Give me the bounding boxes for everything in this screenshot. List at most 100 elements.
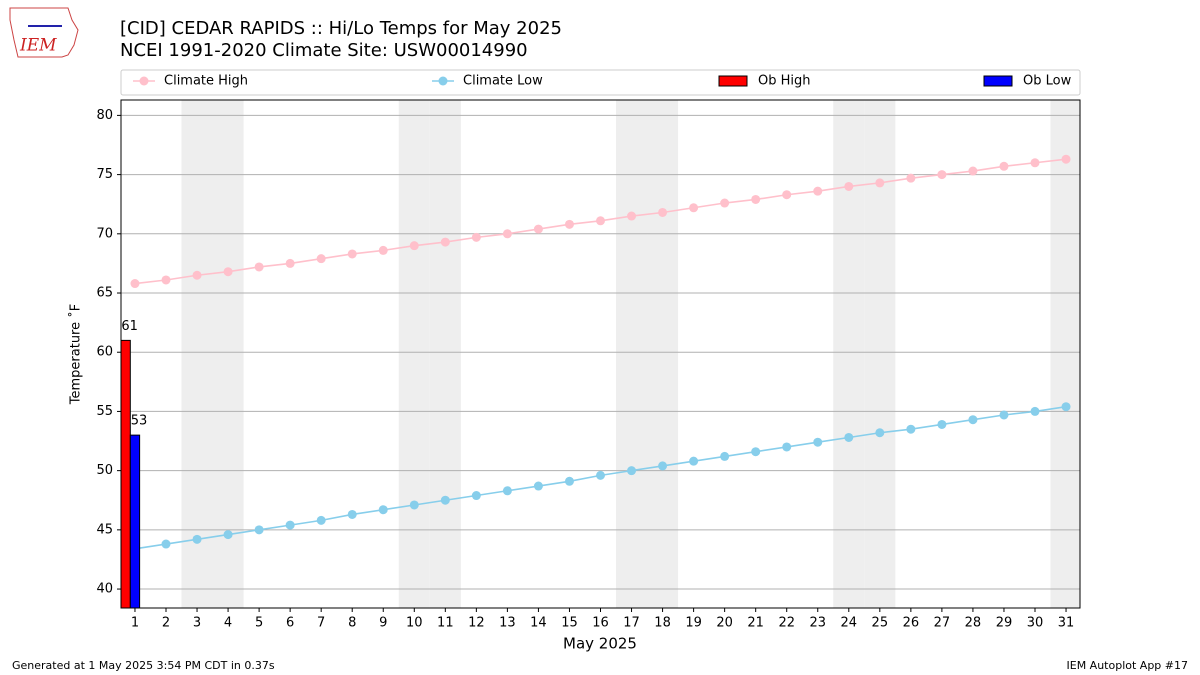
series-marker <box>1030 158 1040 168</box>
series-marker <box>782 190 792 200</box>
series-marker <box>751 194 761 204</box>
series-marker <box>968 166 978 176</box>
series-marker <box>875 428 885 438</box>
series-marker <box>471 232 481 242</box>
series-marker <box>502 486 512 496</box>
x-tick-label: 13 <box>499 616 516 631</box>
series-marker <box>1061 154 1071 164</box>
legend-label: Ob Low <box>1023 74 1072 89</box>
weekend-shade <box>1050 100 1080 608</box>
chart-title: [CID] CEDAR RAPIDS :: Hi/Lo Temps for Ma… <box>120 18 562 39</box>
series-marker <box>689 456 699 466</box>
series-marker <box>564 476 574 486</box>
series-marker <box>596 470 605 480</box>
weekend-shade <box>398 100 430 608</box>
series-marker <box>285 520 295 530</box>
series-marker <box>875 178 885 188</box>
series-marker <box>720 198 730 208</box>
x-tick-label: 21 <box>747 616 764 631</box>
y-axis-label: Temperature ˚F <box>68 304 84 405</box>
weekend-shade <box>429 100 461 608</box>
x-tick-label: 9 <box>379 616 387 631</box>
x-tick-label: 26 <box>903 616 920 631</box>
series-marker <box>192 270 202 280</box>
series-marker <box>254 262 264 272</box>
legend-marker <box>139 76 149 86</box>
x-tick-label: 31 <box>1058 616 1075 631</box>
y-tick-label: 60 <box>96 345 113 360</box>
series-marker <box>502 229 512 239</box>
y-tick-label: 40 <box>96 582 113 597</box>
series-marker <box>627 211 637 221</box>
series-marker <box>751 447 761 457</box>
series-marker <box>440 495 450 505</box>
series-marker <box>720 451 730 461</box>
y-tick-label: 45 <box>96 522 113 537</box>
series-marker <box>409 500 419 510</box>
y-tick-label: 65 <box>96 286 113 301</box>
series-marker <box>937 170 947 180</box>
x-tick-label: 18 <box>654 616 671 631</box>
series-marker <box>378 505 388 515</box>
x-tick-label: 14 <box>530 616 547 631</box>
series-marker <box>316 515 326 525</box>
logo: IEM <box>9 7 79 58</box>
series-marker <box>223 267 233 277</box>
legend-label: Climate Low <box>463 74 543 89</box>
x-tick-label: 4 <box>224 616 232 631</box>
legend-box <box>120 69 1081 96</box>
x-tick-label: 3 <box>193 616 201 631</box>
series-marker <box>844 181 854 191</box>
x-tick-label: 2 <box>162 616 170 631</box>
series-marker <box>564 219 574 229</box>
weekend-shade <box>212 100 244 608</box>
series-marker <box>223 530 233 540</box>
x-tick-label: 10 <box>406 616 423 631</box>
bar <box>129 434 141 608</box>
x-tick-label: 23 <box>809 616 826 631</box>
x-tick-label: 16 <box>592 616 609 631</box>
series-marker <box>968 415 978 425</box>
chart-subtitle: NCEI 1991-2020 Climate Site: USW00014990 <box>120 40 528 61</box>
x-tick-label: 25 <box>872 616 889 631</box>
series-marker <box>782 442 792 452</box>
plot-frame <box>120 99 1081 609</box>
x-tick-label: 1 <box>131 616 139 631</box>
x-tick-label: 24 <box>841 616 858 631</box>
x-tick-label: 27 <box>934 616 951 631</box>
weekend-shade <box>833 100 865 608</box>
series-marker <box>1030 406 1040 416</box>
series-marker <box>689 203 699 213</box>
x-tick-label: 30 <box>1027 616 1044 631</box>
series-marker <box>254 525 264 535</box>
series-marker <box>813 437 823 447</box>
x-tick-label: 28 <box>965 616 982 631</box>
series-marker <box>347 249 357 259</box>
bar <box>121 339 131 608</box>
x-tick-label: 17 <box>623 616 640 631</box>
series-marker <box>440 237 450 247</box>
series-marker <box>999 410 1009 420</box>
series-marker <box>533 224 543 234</box>
series-marker <box>844 432 854 442</box>
logo-text: IEM <box>19 36 57 56</box>
series-marker <box>906 173 916 183</box>
series-marker <box>316 254 326 264</box>
x-axis-label: May 2025 <box>563 635 637 653</box>
x-tick-label: 12 <box>468 616 485 631</box>
series-marker <box>627 466 637 476</box>
footer-right: IEM Autoplot App #17 <box>1067 659 1189 672</box>
series-marker <box>285 258 295 268</box>
series-marker <box>409 241 419 251</box>
x-tick-label: 8 <box>348 616 356 631</box>
series-marker <box>596 216 605 226</box>
x-tick-label: 7 <box>317 616 325 631</box>
bar-value-label: 61 <box>121 319 138 334</box>
y-tick-label: 55 <box>96 404 113 419</box>
plot-area <box>121 100 1080 608</box>
x-tick-label: 22 <box>778 616 795 631</box>
series-marker <box>1061 402 1071 412</box>
weekend-shade <box>616 100 648 608</box>
legend-swatch <box>983 75 1013 87</box>
